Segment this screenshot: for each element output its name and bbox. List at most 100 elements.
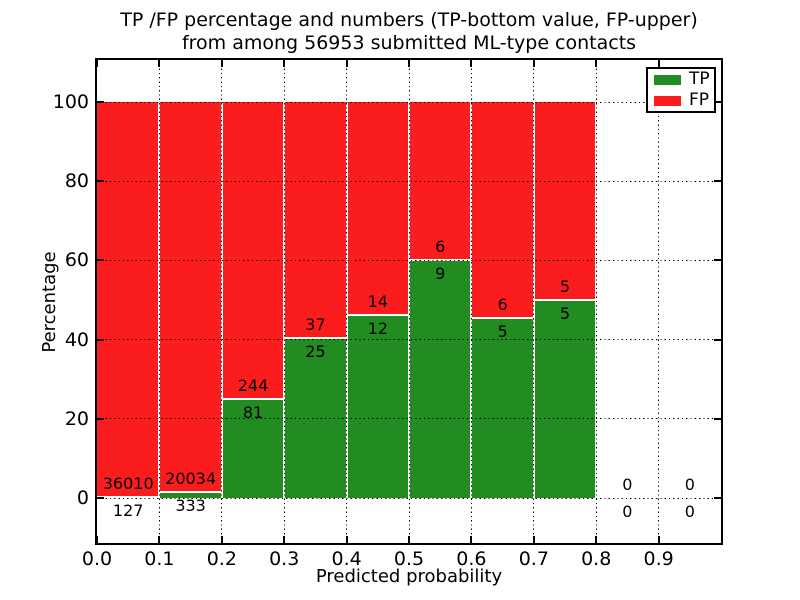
gridline-vertical [658,60,660,543]
y-tick-mark [714,417,721,420]
x-tick-mark [158,536,161,543]
tp-count-label: 9 [435,264,446,284]
y-tick-mark [714,101,721,103]
y-tick-mark [97,259,104,262]
bar-segment-fp-4 [346,102,409,316]
y-tick-label: 80 [64,170,89,193]
bar-segment-fp-7 [533,102,597,300]
x-tick-mark [595,536,598,543]
x-tick-mark [345,536,348,543]
y-tick-label: 20 [64,407,89,430]
bar-segment-tp-4 [346,315,409,498]
fp-count-label: 0 [622,475,633,494]
fp-count-label: 20034 [165,468,217,488]
y-tick-mark [714,259,721,262]
gridline-vertical [221,60,223,543]
bar-segment-fp-0 [97,102,160,497]
y-tick-mark [97,180,104,183]
fp-count-label: 0 [684,475,695,494]
bar-segment-tp-2 [221,399,285,498]
tp-count-label: 12 [367,319,388,339]
x-tick-mark [345,60,348,67]
x-tick-mark [408,536,410,543]
gridline-horizontal [97,180,721,182]
y-tick-mark [97,338,104,341]
x-tick-mark [220,60,223,67]
gridline-horizontal [97,339,721,341]
x-tick-label: 0.7 [518,548,549,570]
fp-count-label: 6 [435,237,446,257]
x-tick-label: 0.8 [581,548,612,570]
x-tick-mark [657,536,660,543]
y-tick-mark [97,417,104,420]
x-tick-label: 0.6 [456,548,487,570]
fp-count-label: 5 [559,277,571,296]
tp-count-label: 333 [175,495,206,515]
bar-segment-tp-1 [159,491,222,498]
x-tick-mark [532,60,535,67]
tp-count-label: 0 [684,502,695,521]
chart-title-line1: TP /FP percentage and numbers (TP-bottom… [120,9,698,31]
bar-edge-top-tp-0 [97,495,160,498]
legend-row: TP [654,71,714,88]
bar-segment-fp-3 [284,102,347,339]
x-tick-label: 0.1 [144,548,175,570]
y-tick-label: 0 [76,487,89,509]
tp-count-label: 81 [242,403,264,423]
chart-title-line2: from among 56953 submitted ML-type conta… [181,32,637,54]
bar-segment-fp-6 [471,102,534,318]
gridline-vertical [470,60,472,543]
legend-swatch-fp-icon [654,95,681,106]
x-tick-label: 0.2 [206,548,237,570]
gridline-horizontal [97,418,721,420]
legend-label: FP [689,90,710,110]
gridline-horizontal [97,497,721,499]
legend-label: TP [689,69,710,89]
gridline-vertical [533,60,535,543]
bar-edge-top-tp-6 [471,317,534,319]
x-tick-mark [657,60,660,67]
bar-edge-top-tp-7 [533,299,597,301]
x-tick-mark [158,60,161,67]
chart-title: TP /FP percentage and numbers (TP-bottom… [59,9,759,55]
plot-area: 36010 127 20034 333 244 81 37 25 14 12 6 9 6 5 5 5 0 0 0 0 [96,60,721,543]
tp-count-label: 25 [305,342,326,362]
gridline-horizontal [97,101,721,103]
y-tick-mark [714,338,721,341]
bar-segment-tp-3 [284,338,347,498]
y-tick-label: 100 [52,91,89,113]
x-tick-label: 0.9 [643,548,674,570]
tp-count-label: 0 [622,502,633,521]
bar-edge-top-tp-4 [346,314,409,317]
legend-row: FP [654,92,714,109]
bar-segment-tp-7 [533,300,597,498]
fp-count-label: 36010 [102,473,154,493]
legend: TP FP [646,67,716,113]
gridline-horizontal [97,259,721,261]
gridline-vertical [595,60,597,543]
tp-count-label: 127 [112,500,144,520]
fp-count-label: 14 [367,292,388,312]
fp-count-label: 6 [497,295,508,314]
fp-count-label: 37 [305,315,326,335]
bar-edge-top-tp-3 [284,337,347,340]
gridline-vertical [346,60,348,543]
x-tick-label: 0.4 [331,548,362,570]
gridline-vertical [283,60,285,543]
tp-count-label: 5 [497,322,508,341]
y-tick-mark [97,497,104,499]
y-tick-label: 60 [64,249,89,272]
bar-segment-fp-2 [221,102,285,400]
gridline-vertical [408,60,410,543]
bar-segment-fp-1 [159,102,222,492]
x-tick-mark [96,536,98,543]
x-tick-mark [408,60,410,67]
legend-swatch-tp-icon [654,74,681,85]
bar-edge-top-tp-1 [159,490,222,493]
x-tick-mark [532,536,535,543]
bar-segment-tp-6 [471,318,534,498]
x-axis-label: Predicted probability [315,566,503,587]
x-tick-label: 0.3 [269,548,300,570]
x-tick-mark [470,536,473,543]
